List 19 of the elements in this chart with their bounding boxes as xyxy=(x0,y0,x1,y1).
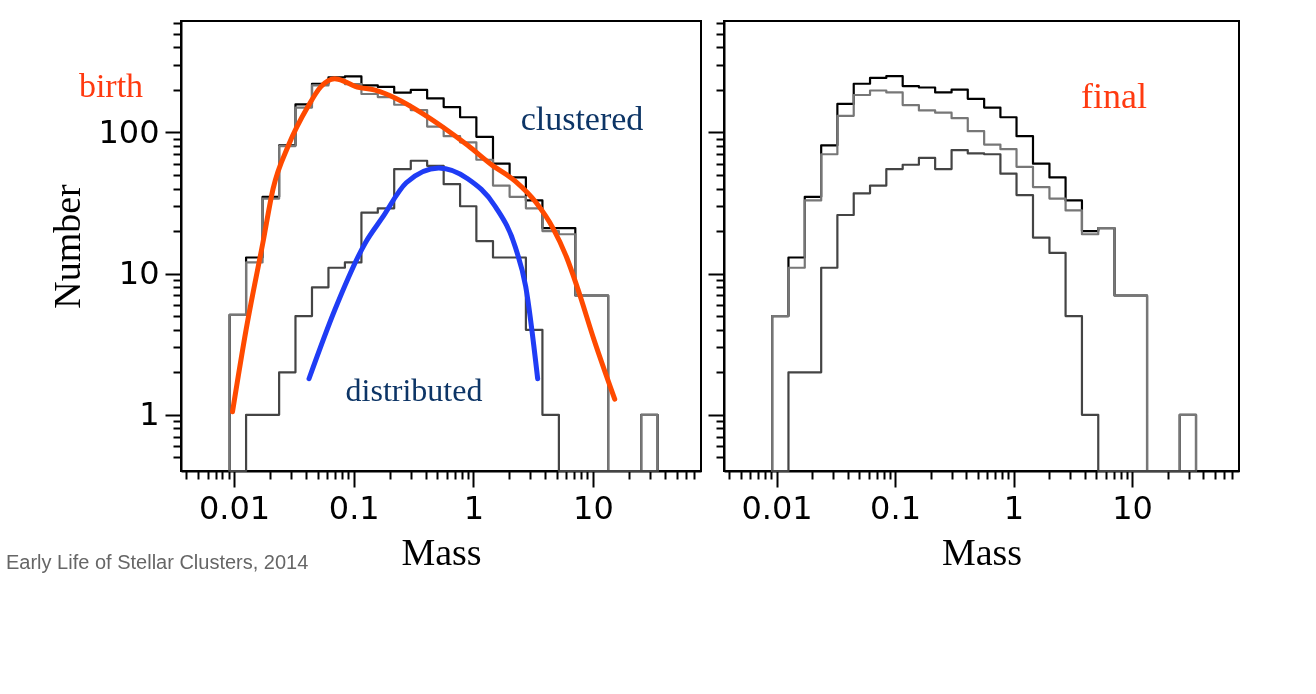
y-tick-label: 100 xyxy=(98,112,160,151)
x-tick-label: 1 xyxy=(463,488,485,527)
x-tick-label: 0.01 xyxy=(741,488,813,527)
annotation: clustered xyxy=(520,100,644,137)
x-tick-label: 0.1 xyxy=(870,488,921,527)
text: birth xyxy=(78,67,144,104)
y-axis-title: Number xyxy=(46,183,89,309)
x-tick-label: 0.01 xyxy=(198,488,271,527)
x-tick-label: 10 xyxy=(1112,488,1153,527)
text: Early Life of Stellar Clusters, 2014 xyxy=(6,551,309,573)
y-tick-label: 10 xyxy=(118,254,160,293)
x-tick-label: 1 xyxy=(1003,488,1025,527)
x-axis-title: Mass xyxy=(401,530,482,573)
x-axis-title: Mass xyxy=(941,530,1023,573)
annotation: distributed xyxy=(345,372,483,408)
annotation: final xyxy=(1081,76,1147,116)
x-tick-label: 0.1 xyxy=(328,488,380,527)
x-tick-label: 10 xyxy=(573,488,614,527)
y-tick-label: 1 xyxy=(139,395,160,434)
